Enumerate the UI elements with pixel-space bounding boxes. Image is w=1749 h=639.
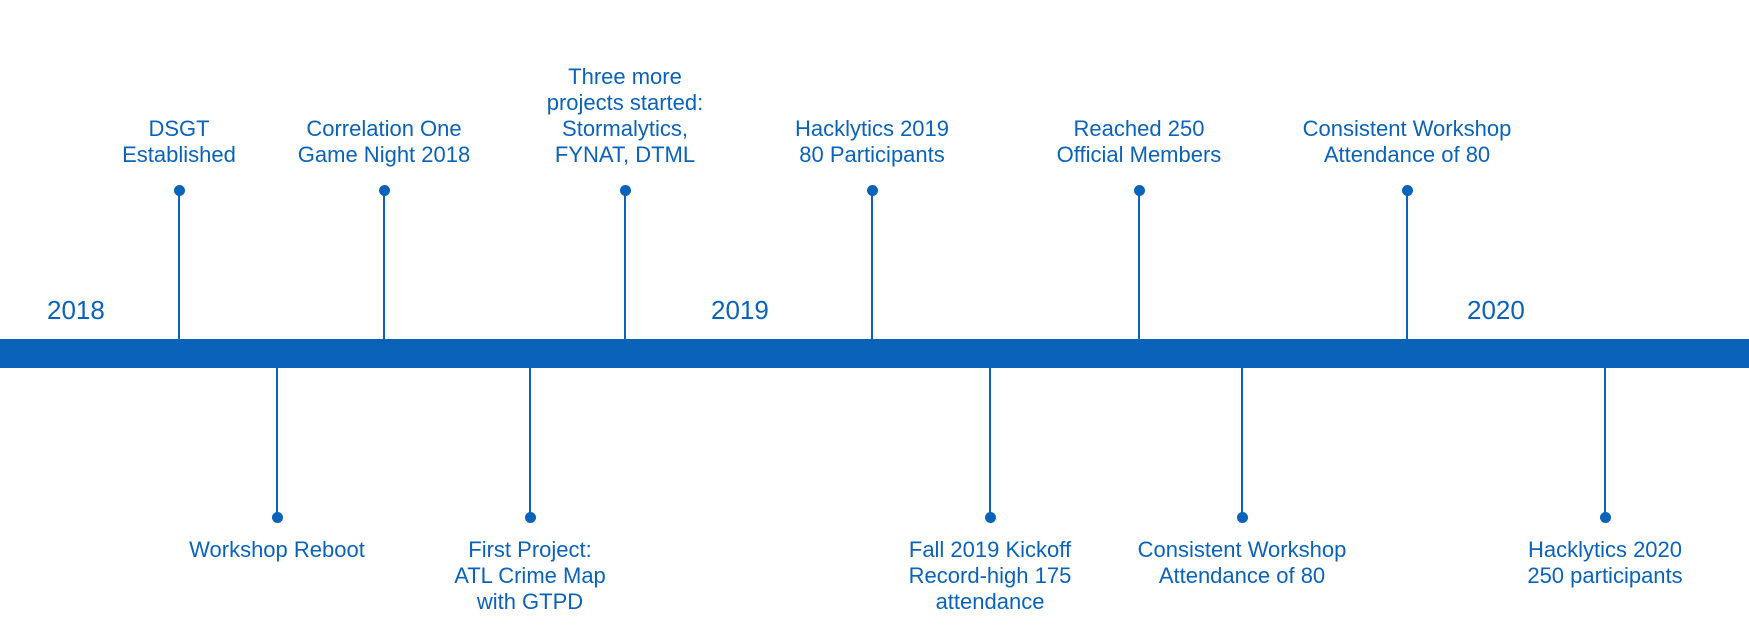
event-label-line: Fall 2019 Kickoff [908,537,1072,562]
event-connector-line [1138,190,1140,339]
event-label-line: Hacklytics 2019 [794,116,950,141]
event-label-line: Record-high 175 [908,563,1072,588]
event-label: Hacklytics 2019 80 Participants [722,116,1022,168]
event-connector-line [529,368,531,517]
event-label-line: ATL Crime Map [454,563,606,588]
event-label-line: Official Members [1056,142,1222,167]
event-label-line: Reached 250 [1073,116,1205,141]
event-label: Hacklytics 2020 250 participants [1455,537,1749,589]
event-label: Three more projects started: Stormalytics,… [475,64,775,168]
event-label-line: Attendance of 80 [1323,142,1491,167]
event-connector-line [1241,368,1243,517]
event-label-line: Stormalytics, [562,116,688,141]
event-connector-line [276,368,278,517]
year-label-2020: 2020 [1467,295,1525,325]
event-label-line: Game Night 2018 [297,142,471,167]
event-label-line: First Project: [468,537,592,562]
event-marker-dot [173,184,185,196]
event-label: First Project: ATL Crime Map with GTPD [380,537,680,615]
event-connector-line [871,190,873,339]
timeline-bar [0,339,1749,368]
event-label-line: with GTPD [476,589,584,614]
event-connector-line [1604,368,1606,517]
event-label-line: 250 participants [1527,563,1683,588]
event-label: Consistent Workshop Attendance of 80 [1257,116,1557,168]
event-label: Workshop Reboot [127,537,427,563]
event-label: Consistent Workshop Attendance of 80 [1092,537,1392,589]
event-marker-dot [1599,511,1611,523]
event-marker-dot [984,511,996,523]
event-label-line: Attendance of 80 [1158,563,1326,588]
event-connector-line [383,190,385,339]
event-label: Fall 2019 Kickoff Record-high 175 attendan… [840,537,1140,615]
event-label-line: Correlation One [306,116,462,141]
event-label: Reached 250 Official Members [989,116,1289,168]
event-label-line: FYNAT, DTML [554,142,696,167]
event-label-line: Hacklytics 2020 [1527,537,1683,562]
event-connector-line [624,190,626,339]
event-label-line: Consistent Workshop [1302,116,1512,141]
event-label-line: attendance [935,589,1045,614]
event-marker-dot [378,184,390,196]
event-connector-line [1406,190,1408,339]
event-label-line: Workshop Reboot [189,537,365,562]
year-label-2018: 2018 [47,295,105,325]
event-label-line: Consistent Workshop [1137,537,1347,562]
event-marker-dot [619,184,631,196]
event-marker-dot [1236,511,1248,523]
event-marker-dot [524,511,536,523]
event-label-line: Established [122,142,236,167]
year-label-2019: 2019 [711,295,769,325]
event-label-line: projects started: [546,90,704,115]
event-connector-line [178,190,180,339]
event-marker-dot [271,511,283,523]
event-marker-dot [1133,184,1145,196]
event-label-line: Three more [568,64,682,89]
event-label-line: 80 Participants [799,142,945,167]
event-connector-line [989,368,991,517]
event-label: DSGT Established [29,116,329,168]
event-marker-dot [866,184,878,196]
event-label: Correlation One Game Night 2018 [234,116,534,168]
event-label-line: DSGT [148,116,210,141]
event-marker-dot [1401,184,1413,196]
